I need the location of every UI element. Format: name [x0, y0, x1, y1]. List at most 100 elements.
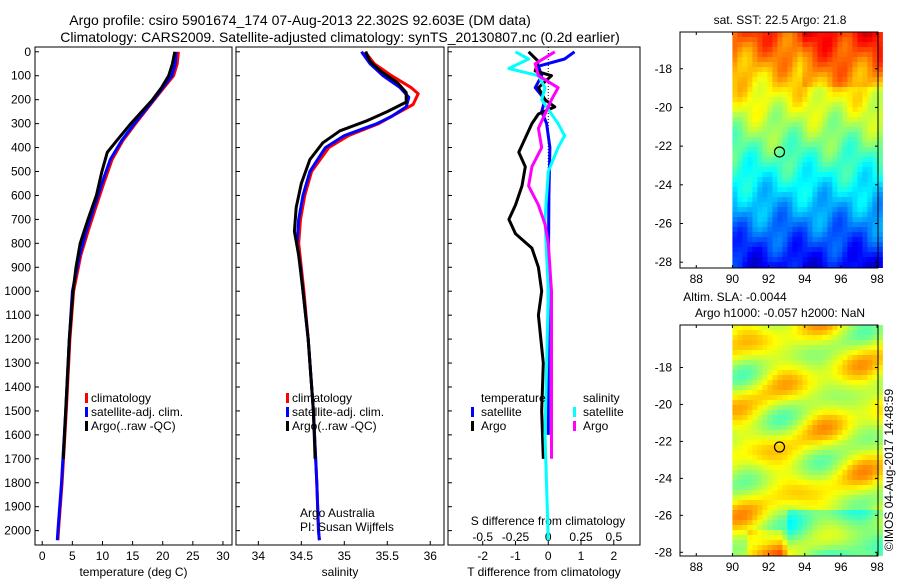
map-cell [787, 117, 793, 123]
map-cell [827, 435, 833, 441]
map-cell [867, 435, 873, 441]
map-cell [837, 505, 843, 511]
map-cell [842, 147, 848, 153]
map-cell [862, 142, 868, 148]
map-cell [792, 102, 798, 108]
map-cell [812, 217, 818, 223]
map-cell [877, 535, 883, 541]
map-cell [877, 192, 883, 198]
map-cell [847, 182, 853, 188]
map-cell [797, 142, 803, 148]
map-cell [837, 147, 843, 153]
map-cell [812, 97, 818, 103]
map-cell [877, 147, 883, 153]
map-cell [787, 137, 793, 143]
map-cell [797, 515, 803, 521]
lat-tick-label: -22 [655, 139, 673, 153]
map-cell [827, 232, 833, 238]
map-cell [877, 440, 883, 446]
map-cell [762, 430, 768, 436]
map-cell [837, 37, 843, 43]
map-cell [732, 520, 738, 526]
map-cell [842, 485, 848, 491]
map-cell [837, 500, 843, 506]
map-cell [797, 425, 803, 431]
lon-tick-label: 96 [834, 272, 848, 286]
map-cell [867, 157, 873, 163]
map-cell [872, 345, 878, 351]
map-cell [792, 375, 798, 381]
map-cell [817, 425, 823, 431]
map-cell [827, 107, 833, 113]
map-cell [802, 152, 808, 158]
depth-tick-label: 500 [11, 165, 31, 179]
map-cell [847, 490, 853, 496]
map-cell [742, 92, 748, 98]
map-cell [807, 425, 813, 431]
map-cell [767, 525, 773, 531]
map-cell [812, 495, 818, 501]
map-cell [852, 530, 858, 536]
map-cell [782, 117, 788, 123]
map-cell [832, 117, 838, 123]
map-cell [822, 480, 828, 486]
map-cell [732, 375, 738, 381]
map-cell [852, 92, 858, 98]
map-cell [817, 550, 823, 556]
map-cell [807, 222, 813, 228]
map-cell [857, 470, 863, 476]
map-cell [877, 420, 883, 426]
lat-tick-label: -22 [655, 434, 673, 448]
map-cell [757, 77, 763, 83]
map-cell [857, 390, 863, 396]
map-cell [867, 395, 873, 401]
map-cell [797, 197, 803, 203]
map-cell [862, 400, 868, 406]
map-cell [862, 107, 868, 113]
map-cell [817, 360, 823, 366]
map-cell [747, 545, 753, 551]
map-cell [757, 167, 763, 173]
map-cell [747, 67, 753, 73]
map-cell [747, 430, 753, 436]
map-cell [847, 47, 853, 53]
map-cell [842, 252, 848, 258]
map-cell [807, 47, 813, 53]
map-cell [827, 127, 833, 133]
map-cell [797, 500, 803, 506]
x2-tick-label: -0.5 [472, 530, 493, 544]
map-cell [742, 132, 748, 138]
legend-swatch [85, 393, 88, 403]
map-cell [797, 355, 803, 361]
map-cell [787, 490, 793, 496]
map-cell [772, 217, 778, 223]
map-cell [772, 495, 778, 501]
map-cell [872, 107, 878, 113]
map-cell [867, 172, 873, 178]
lat-tick-label: -20 [655, 397, 673, 411]
map-cell [837, 142, 843, 148]
map-cell [767, 505, 773, 511]
map-cell [852, 122, 858, 128]
map-cell [852, 385, 858, 391]
map-cell [827, 355, 833, 361]
map-cell [812, 325, 818, 331]
map-cell [852, 415, 858, 421]
map-cell [872, 47, 878, 53]
salinity-panel: 34 34.5 35 35.5 36salinityclimatologysatelli… [235, 46, 445, 579]
map-cell [792, 365, 798, 371]
map-cell [857, 147, 863, 153]
map-cell [757, 495, 763, 501]
map-cell [837, 490, 843, 496]
map-cell [762, 415, 768, 421]
map-cell [777, 330, 783, 336]
map-cell [847, 475, 853, 481]
map-cell [777, 217, 783, 223]
map-cell [737, 147, 743, 153]
map-cell [872, 262, 878, 268]
map-cell [737, 77, 743, 83]
map-cell [827, 167, 833, 173]
map-cell [877, 47, 883, 53]
map-cell [822, 202, 828, 208]
map-cell [862, 345, 868, 351]
